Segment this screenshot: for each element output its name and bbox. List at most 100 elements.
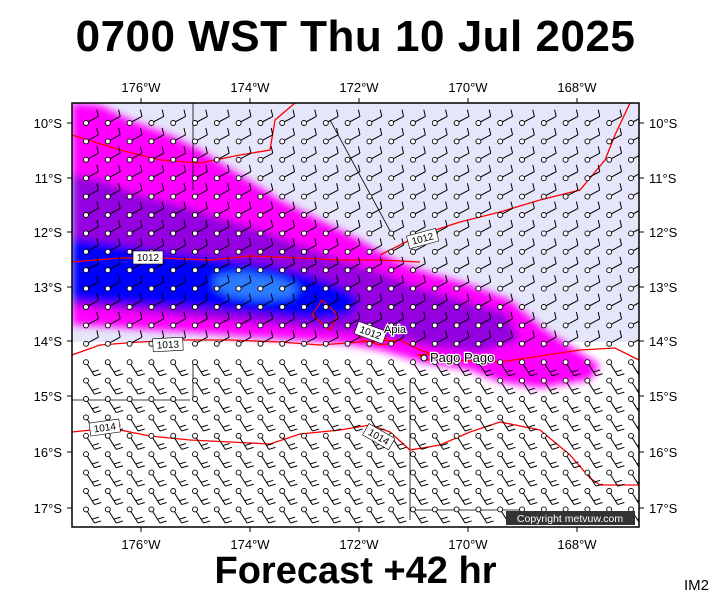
wind-barb <box>562 201 579 218</box>
wind-barb <box>519 432 538 450</box>
wind-barb <box>388 396 407 414</box>
wind-barb <box>540 396 560 414</box>
wind-barb <box>104 377 124 395</box>
wind-barb <box>497 451 516 469</box>
wind-barb <box>410 414 429 432</box>
wind-barb <box>235 377 254 395</box>
wind-barb <box>628 320 639 329</box>
wind-barb <box>366 238 383 255</box>
wind-barb <box>453 330 470 347</box>
wind-barb <box>192 506 211 524</box>
wind-barb <box>301 330 317 347</box>
wind-barb <box>213 377 233 395</box>
wind-barb <box>148 451 167 469</box>
lat-labels-left: 10°S 11°S 12°S 13°S 14°S 15°S 16°S 17°S <box>34 116 63 516</box>
wind-barb <box>584 127 601 145</box>
wind-barb <box>388 109 405 126</box>
wind-barb <box>410 451 429 469</box>
wind-barb <box>628 136 639 145</box>
wind-barb <box>628 451 639 468</box>
wind-barb <box>540 359 560 377</box>
wind-barb <box>497 183 514 200</box>
wind-barb <box>83 256 99 274</box>
wind-barb <box>366 359 385 377</box>
wind-barb <box>257 201 274 218</box>
wind-barb <box>192 164 208 182</box>
wind-barb <box>628 118 639 126</box>
wind-barb <box>170 146 187 163</box>
wind-barb <box>213 293 230 310</box>
wind-barb <box>453 377 472 395</box>
lat-label-right-16s: 16°S <box>649 445 678 460</box>
wind-barb <box>213 359 233 377</box>
wind-barb <box>540 451 560 469</box>
wind-barb <box>104 396 124 414</box>
wind-barb <box>192 201 208 218</box>
wind-barb <box>257 275 274 292</box>
wind-barb <box>104 506 124 524</box>
wind-barb <box>170 275 187 292</box>
wind-barb <box>540 127 557 145</box>
lat-label-right-10s: 10°S <box>649 116 678 131</box>
wind-barb <box>410 396 429 414</box>
lon-label-bottom-170w: 170°W <box>448 537 488 552</box>
wind-barb <box>606 256 623 274</box>
wind-barb <box>104 293 121 310</box>
wind-barb <box>301 164 317 182</box>
wind-barb <box>431 359 451 377</box>
wind-barb <box>453 201 470 218</box>
wind-barb <box>410 256 426 274</box>
wind-barb <box>104 311 121 329</box>
wind-barb <box>606 183 623 200</box>
wind-barb <box>126 109 143 126</box>
wind-barb <box>410 293 426 310</box>
wind-barb <box>322 275 339 292</box>
wind-barb <box>126 201 143 218</box>
wind-barb <box>584 396 603 414</box>
wind-barb <box>497 432 516 450</box>
wind-barb <box>235 146 252 163</box>
lat-label-left-17s: 17°S <box>34 501 63 516</box>
wind-barb <box>344 201 361 218</box>
wind-barb <box>453 256 470 274</box>
wind-barb <box>431 377 451 395</box>
wind-barb <box>431 396 451 414</box>
wind-barb <box>628 414 639 432</box>
wind-barb <box>322 256 339 274</box>
wind-barb <box>192 451 211 469</box>
wind-barb <box>344 506 363 524</box>
wind-barb <box>104 451 124 469</box>
wind-barb <box>322 238 339 255</box>
wind-barb <box>322 109 339 126</box>
wind-barb <box>606 275 623 292</box>
wind-barb <box>192 183 208 200</box>
lat-label-left-14s: 14°S <box>34 334 63 349</box>
wind-barb <box>83 275 99 292</box>
wind-barb <box>410 109 426 126</box>
wind-barb <box>322 432 342 450</box>
wind-barb <box>235 127 252 145</box>
wind-barb <box>126 488 145 506</box>
wind-barb <box>453 488 472 506</box>
lat-label-right-13s: 13°S <box>649 280 678 295</box>
wind-barb <box>540 432 560 450</box>
wind-barb <box>475 359 494 377</box>
wind-barb <box>344 146 361 163</box>
wind-barb <box>192 469 211 487</box>
wind-barb <box>431 506 451 524</box>
wind-barb <box>104 109 121 126</box>
wind-barb <box>519 219 535 237</box>
wind-barb <box>213 469 233 487</box>
wind-barb <box>366 146 383 163</box>
wind-barb <box>83 451 102 469</box>
wind-barb <box>606 164 623 182</box>
wind-barb <box>628 154 639 163</box>
lat-label-right-17s: 17°S <box>649 501 678 516</box>
wind-barb <box>562 219 579 237</box>
place-apia-label: Apia <box>384 324 407 336</box>
wind-barb <box>453 396 472 414</box>
wind-barb <box>562 311 579 329</box>
wind-barb <box>519 201 535 218</box>
wind-barb <box>497 127 514 145</box>
wind-barb <box>431 275 448 292</box>
